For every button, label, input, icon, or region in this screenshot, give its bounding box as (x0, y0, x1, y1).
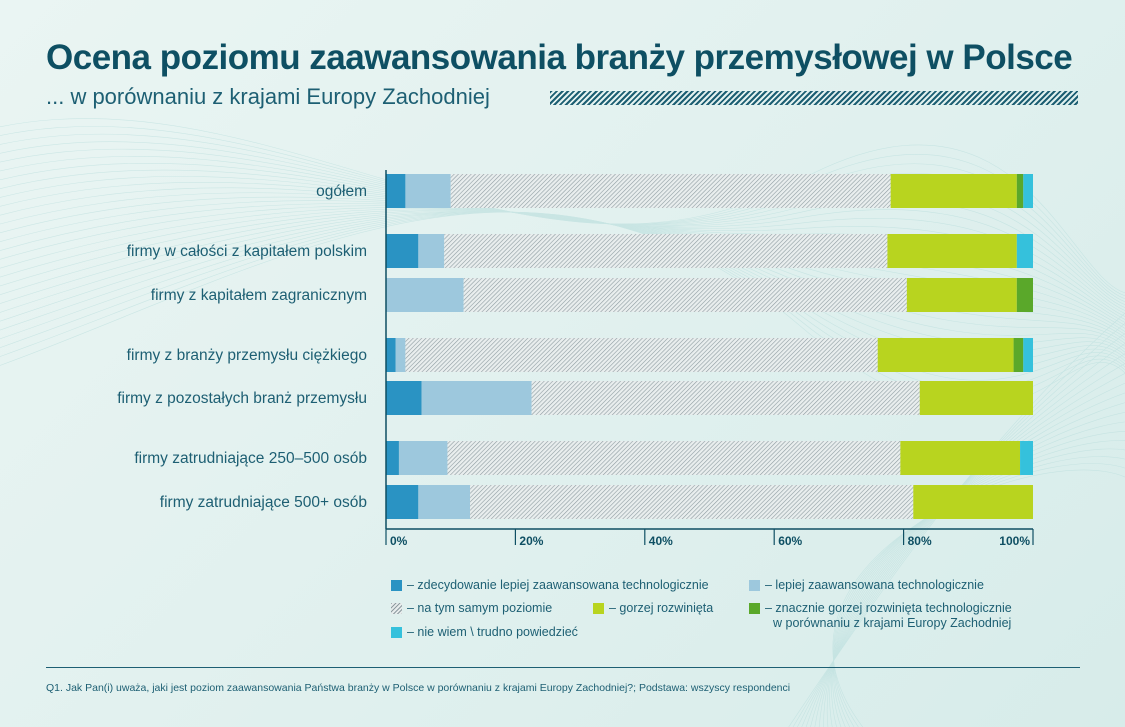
chart-subtitle: ... w porównaniu z krajami Europy Zachod… (46, 84, 490, 109)
bar-segment-r3-s4 (1013, 338, 1024, 372)
bar-segment-r6-s1 (418, 485, 471, 519)
legend-label-s2: – na tym samym poziomie (407, 601, 553, 615)
legend-swatch-s4 (749, 603, 760, 614)
bar-segment-r1-s3 (887, 234, 1017, 268)
category-label: firmy z pozostałych branż przemysłu (117, 390, 367, 407)
chart-title: Ocena poziomu zaawansowania branży przem… (46, 38, 1073, 77)
legend-swatch-s2 (391, 603, 402, 614)
bar-segment-r1-s2 (444, 234, 888, 268)
bar-segment-r0-s1 (405, 174, 451, 208)
bar-segment-r6-s0 (386, 485, 419, 519)
bar-segment-r3-s0 (386, 338, 396, 372)
x-tick-label: 20% (519, 534, 543, 548)
bar-segment-r0-s2 (450, 174, 891, 208)
bar-segment-r4-s1 (421, 381, 532, 415)
bar-segment-r5-s2 (447, 441, 901, 475)
bar-segment-r1-s5 (1016, 234, 1033, 268)
bar-segment-r5-s1 (398, 441, 448, 475)
bar-segment-r3-s5 (1023, 338, 1033, 372)
bar-segment-r2-s1 (386, 278, 464, 312)
x-tick-label: 80% (908, 534, 932, 548)
stacked-bar-chart: ogółem firmy w całości z kapitałem polski… (117, 170, 1034, 548)
bar-segment-r4-s3 (919, 381, 1033, 415)
bar-segment-r0-s4 (1016, 174, 1024, 208)
bar-segment-r5-s0 (386, 441, 399, 475)
x-tick-label: 60% (778, 534, 802, 548)
bar-segment-r6-s2 (470, 485, 914, 519)
bar-segment-r3-s3 (877, 338, 1014, 372)
category-label: firmy z kapitałem zagranicznym (151, 287, 367, 304)
category-label: firmy z branży przemysłu ciężkiego (127, 347, 367, 364)
legend-label-s4-line2: w porównaniu z krajami Europy Zachodniej (773, 616, 1012, 630)
bar-segment-r2-s2 (463, 278, 907, 312)
footnote: Q1. Jak Pan(i) uważa, jaki jest poziom z… (46, 682, 791, 694)
bar-segment-r5-s3 (900, 441, 1021, 475)
legend-swatch-s0 (391, 580, 402, 591)
category-label: ogółem (316, 183, 367, 200)
category-label: firmy zatrudniające 250–500 osób (134, 450, 367, 467)
footnote-divider (46, 667, 1080, 668)
bar-segment-r0-s3 (890, 174, 1017, 208)
legend-swatch-s3 (593, 603, 604, 614)
legend-label-s3: – gorzej rozwinięta (609, 601, 714, 615)
bar-segment-r2-s4 (1016, 278, 1033, 312)
bar-segment-r6-s3 (913, 485, 1033, 519)
bar-segment-r4-s0 (386, 381, 422, 415)
bar-segment-r4-s2 (531, 381, 920, 415)
x-tick-label: 40% (649, 534, 673, 548)
bar-segment-r3-s1 (395, 338, 406, 372)
legend-label-s1: – lepiej zaawansowana technologicznie (765, 578, 984, 592)
bar-segment-r1-s0 (386, 234, 419, 268)
category-label: firmy w całości z kapitałem polskim (127, 243, 367, 260)
x-tick-label: 0% (390, 534, 408, 548)
bar-segment-r0-s5 (1023, 174, 1033, 208)
legend-label-s0: – zdecydowanie lepiej zaawansowana techn… (407, 578, 709, 592)
subtitle-hatch-decoration (550, 91, 1078, 105)
legend-label-s4-line1: – znacznie gorzej rozwinięta technologic… (765, 601, 1012, 615)
category-label: firmy zatrudniające 500+ osób (160, 494, 367, 511)
legend-swatch-s5 (391, 627, 402, 638)
legend-label-s5: – nie wiem \ trudno powiedzieć (407, 625, 578, 639)
bar-segment-r5-s5 (1020, 441, 1033, 475)
bar-segment-r3-s2 (405, 338, 878, 372)
x-tick-label: 100% (999, 534, 1030, 548)
bar-segment-r0-s0 (386, 174, 406, 208)
bar-segment-r1-s1 (418, 234, 445, 268)
legend-swatch-s1 (749, 580, 760, 591)
bar-segment-r2-s3 (906, 278, 1017, 312)
